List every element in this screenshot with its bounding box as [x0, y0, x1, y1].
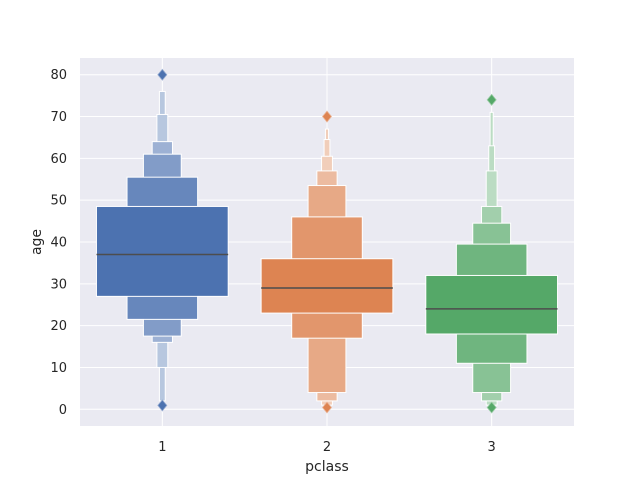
y-tick-label: 80: [50, 68, 67, 83]
outlier-point: [321, 401, 333, 414]
boxen-box: [260, 258, 394, 314]
y-axis-label: age: [29, 229, 45, 255]
boxen-box: [425, 274, 559, 335]
y-tick-label: 30: [50, 277, 67, 292]
outlier-point: [486, 401, 497, 414]
boxen-marks: [95, 68, 559, 414]
outlier-point: [321, 110, 333, 123]
y-tick-label: 50: [50, 194, 67, 209]
outlier-point: [486, 93, 497, 106]
y-tick-label: 40: [50, 236, 67, 251]
x-tick-label: 3: [488, 440, 496, 455]
tick-labels: 0 10 20 30 40 50 60 70 80 1 2 3: [50, 68, 495, 455]
y-tick-label: 0: [59, 403, 67, 418]
y-tick-label: 60: [50, 152, 67, 167]
boxen-box: [95, 205, 229, 297]
y-tick-label: 70: [50, 110, 67, 125]
x-tick-label: 2: [323, 440, 331, 455]
x-axis-label: pclass: [305, 459, 349, 475]
outlier-point: [157, 68, 168, 81]
y-tick-label: 20: [50, 319, 67, 334]
x-tick-label: 1: [158, 440, 166, 455]
outlier-point: [157, 399, 168, 412]
y-tick-label: 10: [50, 361, 67, 376]
